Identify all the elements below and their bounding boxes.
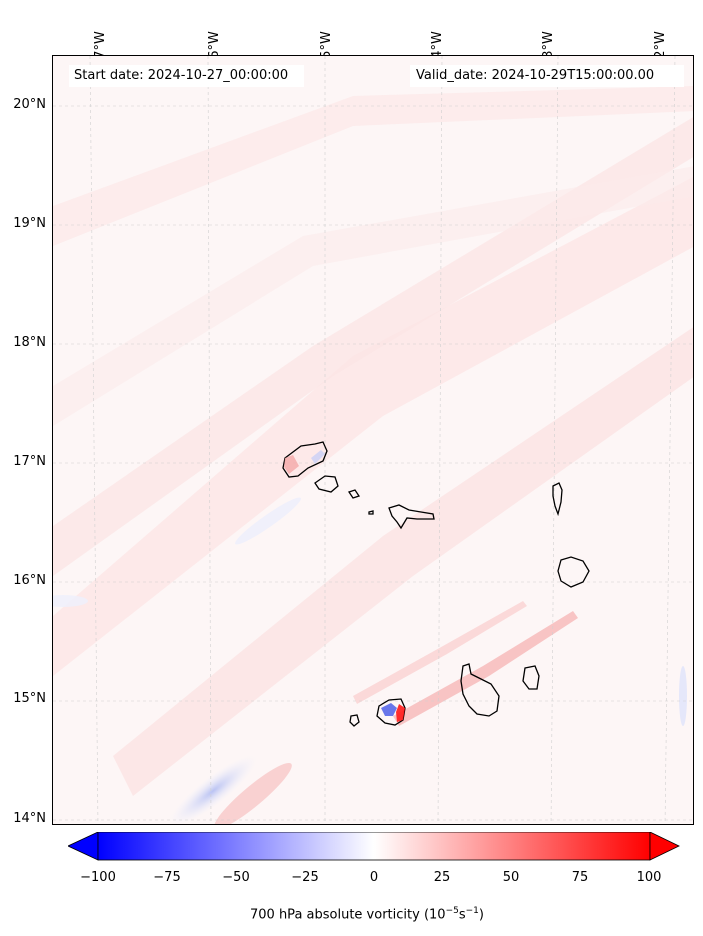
lat-label-14n: 14°N — [13, 811, 46, 826]
colorbar-label: 700 hPa absolute vorticity (10−5s−1) — [250, 906, 484, 923]
colorbar-tick: 0 — [369, 870, 379, 885]
island-sao-vicente — [314, 475, 339, 493]
gridlines — [53, 56, 693, 824]
vorticity-band — [53, 86, 693, 246]
island-santa-luzia — [347, 489, 361, 499]
negative-vorticity-area — [311, 450, 325, 464]
lat-label-16n: 16°N — [13, 573, 46, 588]
island-santo-antao — [282, 441, 328, 478]
colorbar-tick: 50 — [502, 870, 520, 885]
negative-vorticity-area — [53, 595, 88, 607]
island-boa-vista — [557, 556, 590, 588]
negative-vorticity-area — [679, 666, 687, 726]
colorbar-tick: 100 — [636, 870, 662, 885]
colorbar-low-extend — [68, 832, 99, 861]
island-maio — [522, 665, 540, 690]
positive-vorticity-area — [284, 455, 299, 474]
lat-label-18n: 18°N — [13, 335, 46, 350]
negative-vorticity-area — [168, 755, 258, 824]
vorticity-field — [53, 56, 693, 824]
vorticity-band — [53, 117, 693, 576]
coastlines — [282, 441, 590, 727]
colorbar-high-extend — [649, 832, 680, 861]
lat-label-15n: 15°N — [13, 691, 46, 706]
island-sal — [552, 482, 563, 517]
positive-vorticity-area — [214, 762, 292, 824]
vorticity-band — [113, 327, 693, 796]
positive-vorticity-core — [396, 704, 405, 722]
vorticity-streak — [393, 611, 578, 726]
lat-label-17n: 17°N — [13, 454, 46, 469]
lat-label-20n: 20°N — [13, 97, 46, 112]
valid-date-label: Valid_date: 2024-10-29T15:00:00.00 — [410, 65, 684, 87]
island-raso — [368, 510, 374, 515]
negative-vorticity-core — [381, 703, 397, 716]
island-brava — [349, 714, 360, 727]
colorbar-tick: 25 — [433, 870, 451, 885]
colorbar-tick: −25 — [291, 870, 319, 885]
colorbar-tick: −75 — [153, 870, 181, 885]
island-santiago — [460, 663, 500, 717]
colorbar-tick: −100 — [80, 870, 116, 885]
island-sao-nicolau — [388, 504, 435, 530]
lat-label-19n: 19°N — [13, 216, 46, 231]
negative-vorticity-area — [235, 497, 301, 545]
colorbar-tick: −50 — [222, 870, 250, 885]
colorbar-gradient — [97, 832, 651, 861]
colorbar — [68, 832, 680, 861]
vorticity-band — [53, 166, 693, 426]
map-panel: Start date: 2024-10-27_00:00:00 Valid_da… — [52, 55, 694, 825]
vorticity-band — [53, 177, 693, 676]
vorticity-streak — [353, 601, 527, 704]
colorbar-tick: 75 — [571, 870, 589, 885]
start-date-label: Start date: 2024-10-27_00:00:00 — [69, 65, 304, 87]
